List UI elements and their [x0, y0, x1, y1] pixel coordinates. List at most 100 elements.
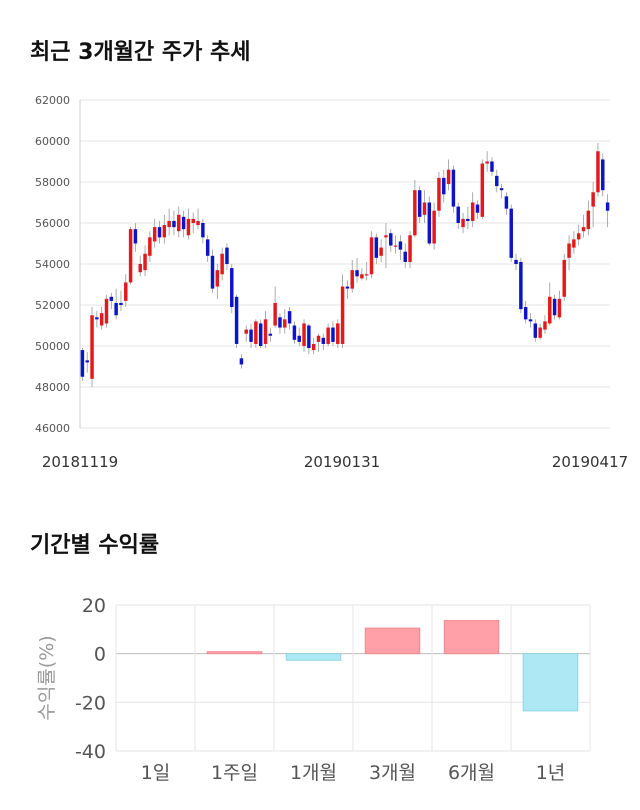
period-label: 1일	[141, 762, 171, 784]
candle	[437, 171, 441, 217]
candle-body-down	[234, 296, 239, 344]
period-x-ticks: 1일 1주일 1개월 3개월 6개월 1년	[141, 762, 566, 784]
candle	[133, 223, 138, 252]
candle-body-down	[181, 216, 186, 230]
candle-body-up	[485, 161, 489, 164]
candle	[384, 223, 388, 269]
candle	[403, 243, 407, 269]
date-x-ticks: 20181119 20190131 20190417	[42, 453, 628, 471]
candle-body-down	[475, 204, 480, 213]
price-tick-label: 48000	[35, 381, 70, 394]
candle	[321, 333, 326, 351]
candle	[302, 319, 306, 353]
candle-body-down	[119, 302, 123, 305]
candle-body-down	[514, 259, 518, 264]
candle-body-down	[278, 317, 282, 328]
candle	[191, 212, 195, 234]
candle-body-up	[186, 218, 191, 236]
candle	[475, 200, 480, 219]
price-tick-label: 50000	[35, 340, 70, 353]
candle-body-up	[162, 225, 167, 238]
candle	[124, 274, 128, 308]
candle	[148, 231, 152, 262]
candle	[543, 315, 547, 334]
price-tick-label: 62000	[35, 94, 70, 107]
candle-body-down	[239, 358, 244, 365]
candle-body-down	[321, 337, 326, 344]
candle	[480, 159, 485, 219]
candle	[95, 311, 99, 328]
candle-body-down	[398, 241, 403, 250]
price-tick-label: 54000	[35, 258, 70, 271]
candle-body-down	[519, 261, 523, 310]
candle-body-up	[302, 323, 306, 346]
candle	[591, 182, 595, 228]
return-bar	[364, 627, 421, 655]
candle	[413, 179, 417, 238]
candle-body-up	[413, 190, 417, 236]
candle-body-down	[504, 196, 509, 209]
returns-tick-label: -20	[75, 692, 106, 714]
candle-body-up	[215, 270, 220, 287]
candle	[557, 290, 562, 320]
candle-body-up	[581, 227, 586, 232]
candle-body-down	[331, 327, 335, 342]
candle-body-down	[225, 247, 229, 264]
price-tick-label: 52000	[35, 299, 70, 312]
candle	[567, 235, 571, 271]
candle-body-up	[152, 227, 157, 242]
price-tick-label: 58000	[35, 176, 70, 189]
candle-body-down	[114, 302, 118, 316]
candle	[263, 311, 268, 349]
candle-body-up	[124, 282, 128, 301]
candle-body-up	[177, 214, 181, 232]
candle	[374, 233, 379, 264]
candle	[273, 286, 277, 328]
return-bar	[206, 651, 263, 655]
candle	[85, 352, 89, 373]
price-y-ticks: 46000 48000 50000 52000 54000 56000 58000 60000…	[35, 94, 70, 435]
candle-body-up	[538, 327, 542, 338]
candle-body-up	[128, 229, 133, 283]
candle-body-up	[586, 210, 591, 230]
price-gridlines	[79, 99, 610, 429]
candle-body-up	[461, 218, 465, 228]
candle	[254, 319, 258, 349]
candle-body-up	[90, 315, 94, 379]
candle	[446, 159, 451, 191]
candle	[586, 200, 591, 236]
period-label: 1개월	[290, 762, 337, 784]
candle	[485, 151, 489, 172]
candle-body-up	[543, 321, 547, 330]
candle	[336, 319, 340, 349]
candle-body-down	[552, 298, 557, 316]
candle-body-down	[509, 208, 513, 258]
candle	[596, 143, 600, 197]
candle-body-up	[316, 335, 321, 342]
candle-body-down	[499, 188, 504, 191]
candle-body-up	[167, 220, 171, 228]
candle-body-down	[533, 323, 538, 338]
candle-body-up	[273, 302, 277, 326]
candle	[109, 292, 114, 310]
period-label: 3개월	[369, 762, 416, 784]
period-label: 1주일	[211, 762, 258, 784]
candle-body-down	[268, 333, 273, 336]
candlestick-chart: 46000 48000 50000 52000 54000 56000 58000 60000…	[35, 94, 628, 471]
candle	[504, 192, 509, 215]
candle	[470, 192, 475, 228]
candle-body-down	[374, 237, 379, 258]
candle	[451, 165, 456, 213]
returns-title: 기간별 수익률	[30, 533, 160, 558]
candle	[398, 235, 403, 260]
candle	[581, 214, 586, 238]
candle	[355, 257, 359, 283]
candle-body-down	[417, 190, 422, 217]
candle-body-up	[326, 327, 330, 344]
date-tick-label: 20190417	[552, 453, 628, 471]
candle-body-down	[345, 286, 350, 289]
candle-body-up	[548, 296, 552, 324]
candle-body-up	[283, 319, 287, 328]
candle	[210, 249, 215, 293]
